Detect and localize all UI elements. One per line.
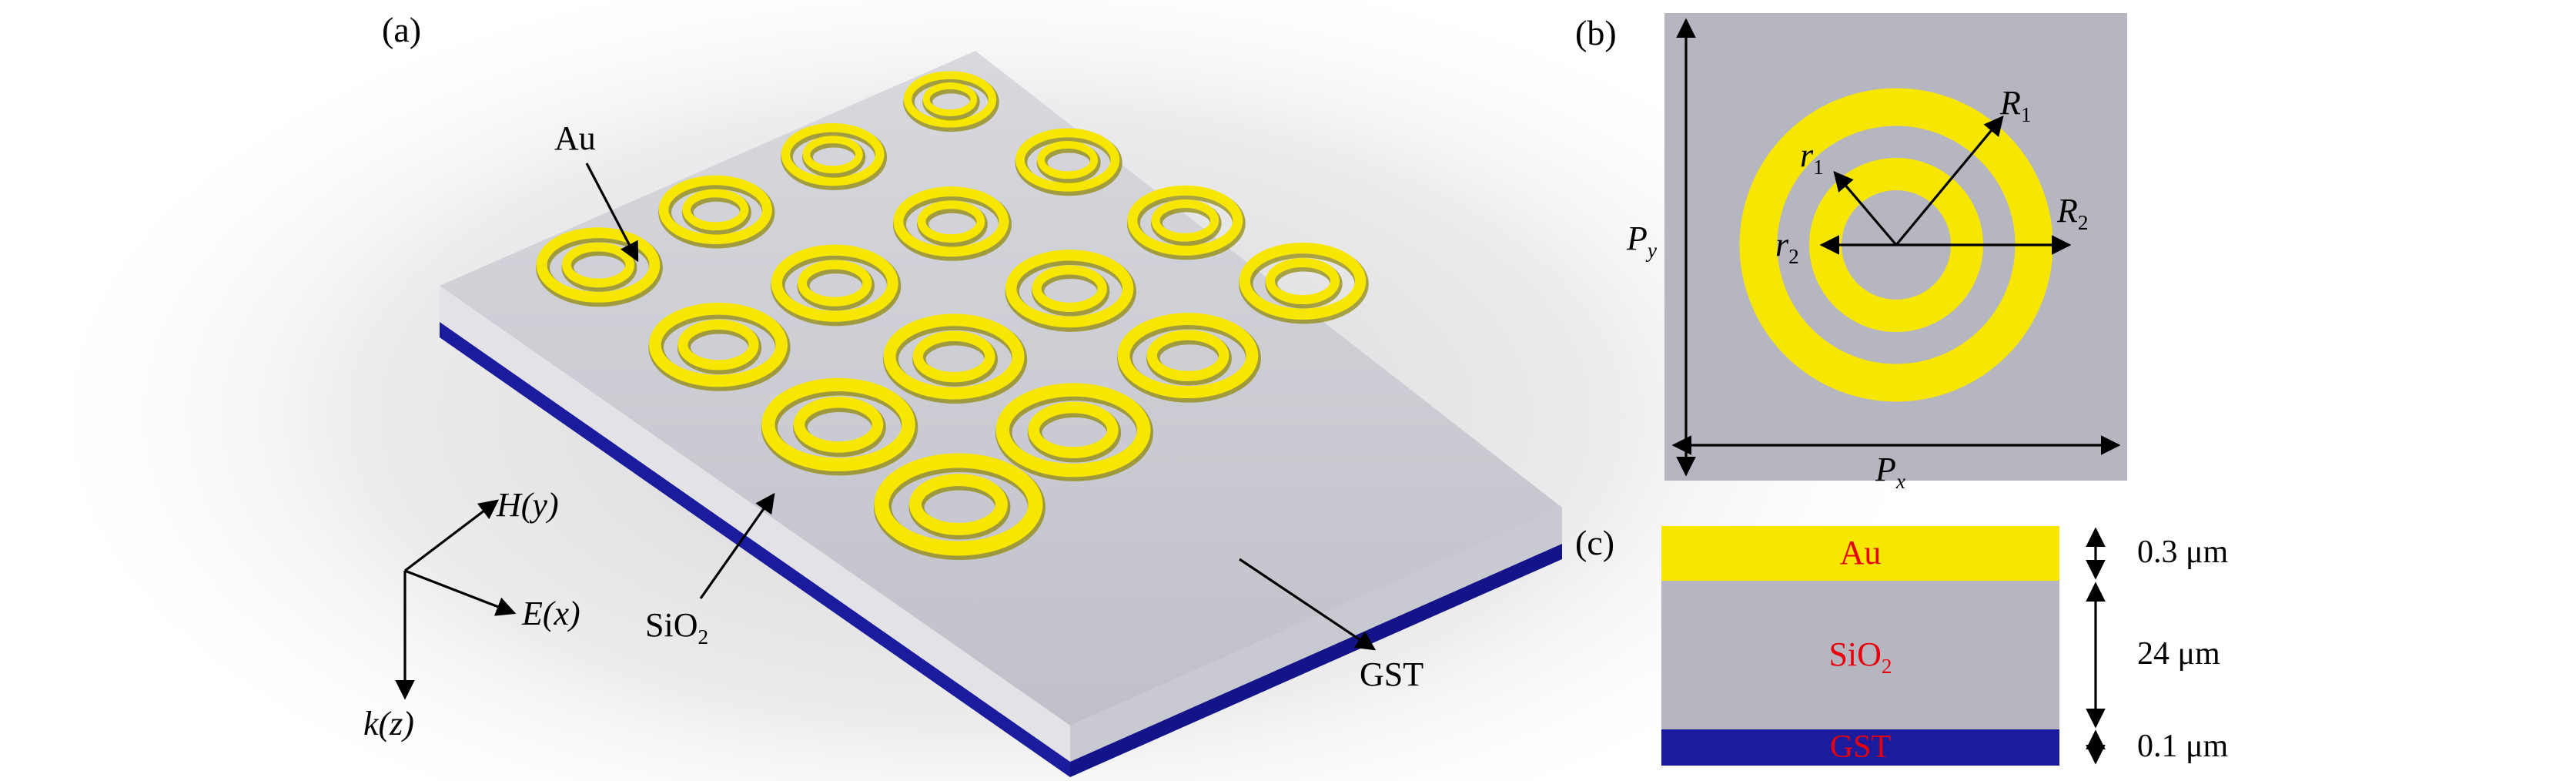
gst-pointer-arrow xyxy=(1239,558,1377,651)
unit-cell-background xyxy=(1664,13,2127,481)
period-y-sub: y xyxy=(1647,238,1657,262)
gst-layer-left-edge xyxy=(440,322,1070,777)
R1-label: R1 xyxy=(2000,84,2032,126)
gold-ring-array xyxy=(536,71,1369,560)
sio2-layer-label-main: SiO xyxy=(1828,635,1882,673)
period-x-label: Px xyxy=(1875,451,1905,492)
gst-label: GST xyxy=(1360,655,1424,693)
period-x-sub: x xyxy=(1895,469,1905,493)
sio2-label-sub: 2 xyxy=(698,625,709,649)
au-layer-label-main: Au xyxy=(1839,534,1882,572)
gst-layer-label: GST xyxy=(1661,731,2059,763)
sio2-layer-label: SiO2 xyxy=(1661,635,2059,677)
gst-layer-bar xyxy=(1661,729,2059,766)
k-axis-label: k(z) xyxy=(363,705,414,742)
panel-a-arrows xyxy=(395,163,1377,700)
au-layer-bar xyxy=(1661,526,2059,581)
slab-3d xyxy=(440,51,1562,777)
sio2-label: SiO2 xyxy=(645,606,708,648)
r1-sub: 1 xyxy=(1813,155,1824,179)
au-label: Au xyxy=(554,119,596,157)
substrate-left-face xyxy=(440,286,1070,762)
sio2-pointer-arrow xyxy=(699,492,775,599)
h-axis-label: H(y) xyxy=(497,486,559,524)
sio2-layer-bar xyxy=(1661,581,2059,729)
gst-layer-right-edge xyxy=(1070,544,1562,777)
r1-arrow xyxy=(1833,171,1898,246)
panel-b-tag: (b) xyxy=(1575,13,1617,52)
h-axis-arrow xyxy=(404,499,500,572)
gst-thickness-label: 0.1 μm xyxy=(2137,729,2229,764)
panel-a-tag: (a) xyxy=(382,10,422,49)
R2-sub: 2 xyxy=(2077,210,2089,234)
R2-label: R2 xyxy=(2057,192,2089,233)
unit-cell-top-view xyxy=(1664,13,2127,481)
au-layer-label: Au xyxy=(1661,536,2059,570)
sio2-thickness-label: 24 μm xyxy=(2137,636,2220,672)
sio2-layer-label-sub: 2 xyxy=(1881,654,1892,678)
period-x-main: P xyxy=(1875,451,1896,488)
e-axis-arrow xyxy=(404,569,517,616)
R2-main: R xyxy=(2057,192,2078,230)
au-pointer-arrow xyxy=(585,163,639,263)
R1-arrow xyxy=(1895,116,2004,246)
period-y-label: Py xyxy=(1601,220,1657,261)
period-y-main: P xyxy=(1627,220,1648,257)
r2-main: r xyxy=(1775,226,1789,263)
r2-sub: 2 xyxy=(1788,244,1799,268)
gst-layer-label-main: GST xyxy=(1829,729,1892,765)
layer-stack xyxy=(1661,526,2106,766)
au-thickness-label: 0.3 μm xyxy=(2137,535,2229,570)
R1-sub: 1 xyxy=(2020,102,2032,126)
substrate-right-face xyxy=(1070,508,1562,762)
r1-label: r1 xyxy=(1800,136,1824,178)
r2-label: r2 xyxy=(1775,226,1799,267)
R1-main: R xyxy=(2000,84,2021,122)
e-axis-label: E(x) xyxy=(522,595,580,632)
sio2-label-main: SiO xyxy=(645,606,698,644)
panel-c-tag: (c) xyxy=(1575,523,1615,562)
r1-main: r xyxy=(1800,136,1814,174)
